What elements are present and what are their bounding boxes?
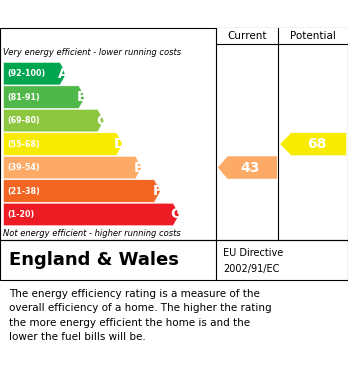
Polygon shape — [3, 86, 85, 108]
Text: Not energy efficient - higher running costs: Not energy efficient - higher running co… — [3, 229, 181, 238]
Text: A: A — [58, 66, 69, 81]
Text: (92-100): (92-100) — [8, 69, 46, 78]
Text: (21-38): (21-38) — [8, 187, 40, 196]
Text: (39-54): (39-54) — [8, 163, 40, 172]
Text: Very energy efficient - lower running costs: Very energy efficient - lower running co… — [3, 48, 182, 57]
Text: Current: Current — [228, 31, 267, 41]
Text: 68: 68 — [307, 137, 326, 151]
Text: (55-68): (55-68) — [8, 140, 40, 149]
Text: The energy efficiency rating is a measure of the
overall efficiency of a home. T: The energy efficiency rating is a measur… — [9, 289, 271, 342]
Text: EU Directive: EU Directive — [223, 248, 284, 258]
Text: England & Wales: England & Wales — [9, 251, 179, 269]
Text: F: F — [153, 184, 162, 198]
Text: (1-20): (1-20) — [8, 210, 35, 219]
Text: (81-91): (81-91) — [8, 93, 40, 102]
Text: G: G — [171, 208, 182, 221]
Text: 2002/91/EC: 2002/91/EC — [223, 264, 280, 274]
Polygon shape — [3, 156, 142, 179]
Text: C: C — [96, 114, 106, 127]
Polygon shape — [3, 63, 66, 85]
Bar — [216, 28, 348, 44]
Text: 43: 43 — [241, 161, 260, 174]
Polygon shape — [218, 156, 277, 179]
Polygon shape — [3, 109, 104, 132]
Polygon shape — [3, 203, 180, 226]
Text: (69-80): (69-80) — [8, 116, 40, 125]
Polygon shape — [3, 180, 161, 202]
Text: D: D — [114, 137, 126, 151]
Text: B: B — [77, 90, 87, 104]
Text: Potential: Potential — [290, 31, 336, 41]
Text: E: E — [134, 161, 143, 174]
Polygon shape — [280, 133, 346, 155]
Polygon shape — [3, 133, 123, 155]
Text: Energy Efficiency Rating: Energy Efficiency Rating — [9, 7, 230, 22]
